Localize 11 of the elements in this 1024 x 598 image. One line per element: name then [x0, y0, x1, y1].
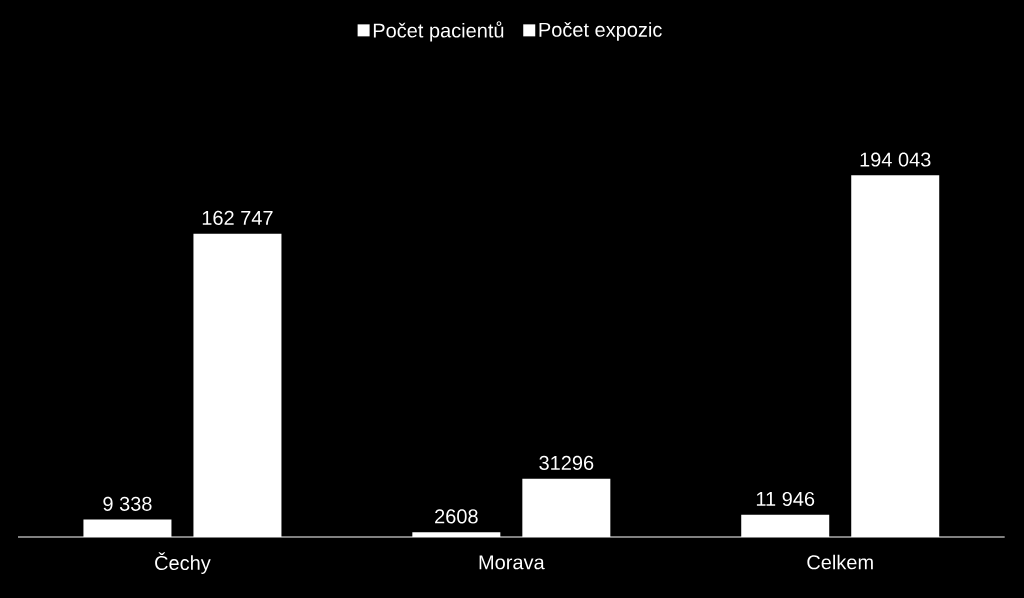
- data-label: 194 043: [860, 152, 931, 167]
- data-label: 2608: [435, 509, 478, 524]
- x-tick-label: Celkem: [807, 554, 873, 570]
- data-label: 11 946: [756, 491, 815, 507]
- legend-label: Počet pacientů: [373, 21, 504, 42]
- x-tick-label: Čechy: [155, 552, 211, 574]
- legend-label: Počet expozic: [539, 22, 662, 41]
- x-tick-label: Morava: [479, 555, 545, 570]
- data-label: 31296: [539, 455, 594, 470]
- data-label: 162 747: [202, 210, 273, 225]
- data-label: 9 338: [103, 496, 152, 511]
